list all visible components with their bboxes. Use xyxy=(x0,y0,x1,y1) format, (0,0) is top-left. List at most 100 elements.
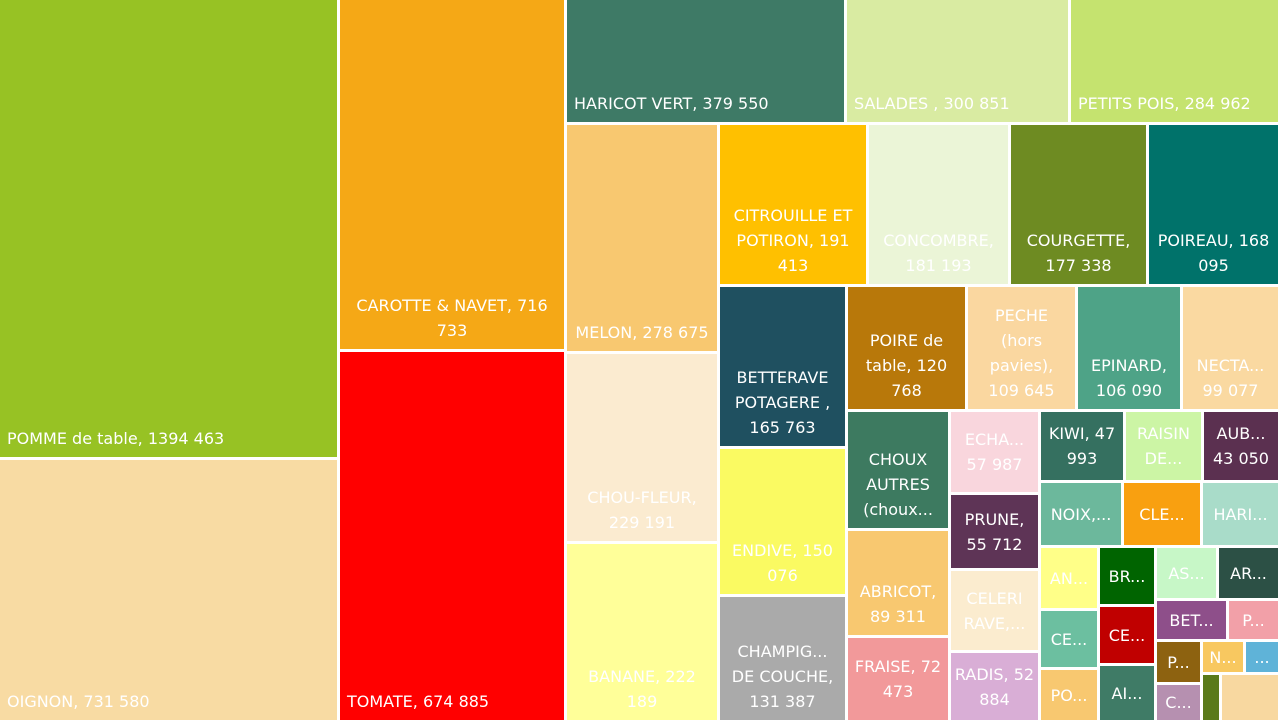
tile: AR... xyxy=(1219,548,1278,598)
tile-name: ECHA... xyxy=(964,430,1025,449)
tile-value: 89 311 xyxy=(870,607,926,626)
tile-name: RADIS, xyxy=(954,664,1009,684)
tile-label: BANANE, 222 189 xyxy=(571,664,713,714)
tile-label: PRUNE, 55 712 xyxy=(953,507,1036,557)
tile-label: OIGNON, 731 580 xyxy=(7,689,333,714)
tile: CHOU-FLEUR, 229 191 xyxy=(567,354,717,541)
tile: CHAMPIG... DE COUCHE, 131 387 xyxy=(720,597,845,720)
tile: CELERI RAVE,... xyxy=(951,571,1038,650)
tile-value: 181 193 xyxy=(905,256,972,275)
tile: PO... xyxy=(1041,670,1097,720)
tile: CE... xyxy=(1100,607,1154,663)
tile-name: CHOU-FLEUR, xyxy=(587,488,697,507)
tile-value: 150 076 xyxy=(767,541,833,585)
tile-name: POMME de table, xyxy=(7,429,143,448)
tile-name: PETITS POIS, xyxy=(1078,94,1180,113)
tile-label: EPINARD, 106 090 xyxy=(1082,353,1176,403)
tile-label: NOIX,... xyxy=(1043,502,1119,527)
tile-name: PRUNE, xyxy=(964,509,1025,529)
tile: CHOUX AUTRES (choux... xyxy=(848,412,948,528)
tile-value: 284 962 xyxy=(1184,94,1251,113)
tile-name: ABRICOT, xyxy=(859,582,937,601)
tile: BETTERAVE POTAGERE , 165 763 xyxy=(720,287,845,446)
tile xyxy=(1203,675,1219,720)
tile: CLE... xyxy=(1124,483,1200,545)
tile-label: ... xyxy=(1248,645,1276,670)
tile-label: KIWI, 47 993 xyxy=(1043,421,1121,471)
tile-value: 120 768 xyxy=(891,356,948,400)
tile-label: CHAMPIG... DE COUCHE, 131 387 xyxy=(724,639,841,714)
tile-value: 72 473 xyxy=(882,657,942,701)
tile-value: 177 338 xyxy=(1045,256,1112,275)
tile-name: BET... xyxy=(1169,610,1214,630)
tile-label: BETTERAVE POTAGERE , 165 763 xyxy=(724,365,841,440)
tile-label: AS... xyxy=(1159,561,1214,586)
tile-label: BET... xyxy=(1159,608,1224,633)
tile-label: TOMATE, 674 885 xyxy=(347,689,560,714)
tile-label: CITROUILLE ET POTIRON, 191 413 xyxy=(724,203,862,278)
tile: FRAISE, 72 473 xyxy=(848,638,948,720)
tile-value: 57 987 xyxy=(966,455,1023,474)
tile-name: CITROUILLE ET POTIRON, xyxy=(733,206,853,250)
tile-label: ENDIVE, 150 076 xyxy=(724,538,841,588)
tile-label: POIRE de table, 120 768 xyxy=(852,328,961,403)
tile: COURGETTE, 177 338 xyxy=(1011,125,1146,284)
tile-name: PECHE (hors pavies), xyxy=(989,306,1054,375)
tile-name: N... xyxy=(1209,647,1237,667)
tile: BET... xyxy=(1157,601,1226,639)
tile-value: 99 077 xyxy=(1202,381,1259,400)
tile: EPINARD, 106 090 xyxy=(1078,287,1180,409)
tile-label: AI... xyxy=(1102,681,1152,706)
tile-label: PETITS POIS, 284 962 xyxy=(1078,91,1274,116)
tile-name: CE... xyxy=(1050,629,1088,649)
tile-value: 43 050 xyxy=(1213,449,1269,468)
tile-label: MELON, 278 675 xyxy=(571,320,713,345)
tile-name: ... xyxy=(1254,647,1270,667)
tile-name: P... xyxy=(1167,652,1190,672)
tile: NECTA... 99 077 xyxy=(1183,287,1278,409)
tile-label: CHOU-FLEUR, 229 191 xyxy=(571,485,713,535)
tile-value: 47 993 xyxy=(1066,424,1116,468)
tile-label: CAROTTE & NAVET, 716 733 xyxy=(344,293,560,343)
tile-name: POIREAU, xyxy=(1157,231,1234,250)
tile-label: ECHA... 57 987 xyxy=(953,427,1036,477)
tile-name: CHOUX AUTRES (choux... xyxy=(863,450,933,519)
tile-label: CHOUX AUTRES (choux... xyxy=(852,447,944,522)
tile-name: POIRE de table, xyxy=(865,331,944,375)
tile: OIGNON, 731 580 xyxy=(0,460,337,720)
tile-label: HARICOT VERT, 379 550 xyxy=(574,91,840,116)
tile-name: FRAISE, xyxy=(854,657,916,676)
tile-label: N... xyxy=(1205,645,1241,670)
tile-label: ABRICOT, 89 311 xyxy=(852,579,944,629)
tile-value: 674 885 xyxy=(422,692,490,711)
tile-value: 106 090 xyxy=(1095,381,1163,400)
tile-label: HARI... xyxy=(1205,502,1276,527)
tile-name: AN... xyxy=(1049,568,1089,588)
tile: ABRICOT, 89 311 xyxy=(848,531,948,635)
tile xyxy=(1222,675,1278,720)
tile-name: CAROTTE & NAVET, xyxy=(356,296,512,315)
tile: AUB... 43 050 xyxy=(1204,412,1278,480)
tile-name: OIGNON, xyxy=(7,692,79,711)
tile-name: AS... xyxy=(1168,563,1205,583)
tile: MELON, 278 675 xyxy=(567,125,717,351)
tile: CAROTTE & NAVET, 716 733 xyxy=(340,0,564,349)
tile-label: CE... xyxy=(1043,627,1095,652)
tile-name: CONCOMBRE, xyxy=(883,231,994,250)
tile: PRUNE, 55 712 xyxy=(951,495,1038,568)
tile-name: CE... xyxy=(1108,625,1146,645)
tile-name: C... xyxy=(1165,693,1192,712)
tile-label: FRAISE, 72 473 xyxy=(850,654,946,704)
tile-name: TOMATE, xyxy=(347,692,418,711)
tile-label: P... xyxy=(1231,608,1276,633)
tile-name: AI... xyxy=(1111,683,1143,703)
tile-label: SALADES , 300 851 xyxy=(854,91,1064,116)
tile-label: P... xyxy=(1159,650,1198,675)
tile: POIRE de table, 120 768 xyxy=(848,287,965,409)
tile-label: CELERI RAVE,... xyxy=(953,586,1036,636)
tile-value: 731 580 xyxy=(83,692,150,711)
tile-label: CE... xyxy=(1102,623,1152,648)
tile: TOMATE, 674 885 xyxy=(340,352,564,720)
tile-name: EPINARD, xyxy=(1091,356,1167,375)
